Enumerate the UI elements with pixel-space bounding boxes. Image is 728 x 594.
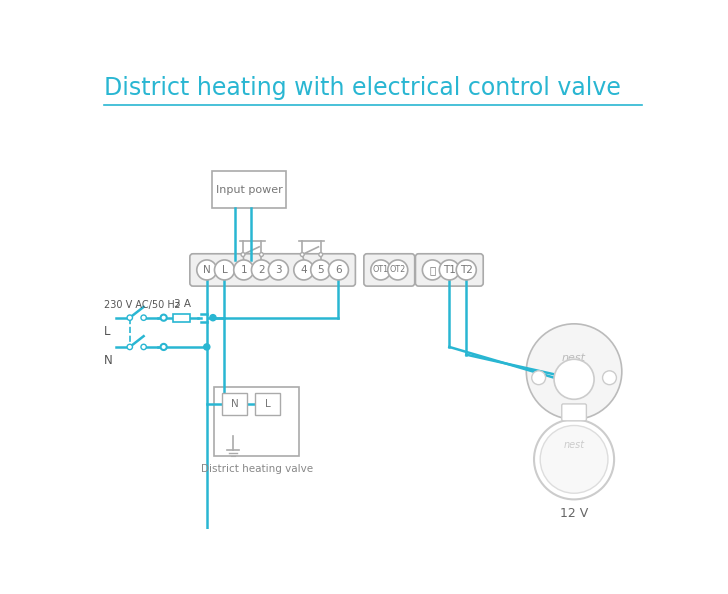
Circle shape — [531, 371, 545, 385]
Circle shape — [251, 260, 272, 280]
Circle shape — [141, 345, 146, 350]
Text: N: N — [231, 399, 238, 409]
Text: ⏚: ⏚ — [430, 265, 435, 275]
Circle shape — [234, 260, 254, 280]
FancyBboxPatch shape — [416, 254, 483, 286]
Circle shape — [371, 260, 391, 280]
Circle shape — [215, 260, 234, 280]
Text: 5: 5 — [317, 265, 324, 275]
Circle shape — [197, 260, 217, 280]
Text: OT2: OT2 — [389, 266, 406, 274]
Circle shape — [319, 252, 323, 257]
Circle shape — [204, 344, 210, 350]
Text: N: N — [203, 265, 210, 275]
Circle shape — [161, 344, 167, 350]
FancyBboxPatch shape — [215, 387, 299, 456]
Circle shape — [301, 252, 304, 257]
Text: 2: 2 — [258, 265, 265, 275]
Circle shape — [141, 315, 146, 320]
Circle shape — [422, 260, 443, 280]
Text: 4: 4 — [301, 265, 307, 275]
FancyBboxPatch shape — [212, 172, 286, 208]
Text: L: L — [265, 399, 271, 409]
Circle shape — [534, 419, 614, 500]
Circle shape — [554, 359, 594, 399]
Circle shape — [127, 345, 132, 350]
Circle shape — [311, 260, 331, 280]
FancyBboxPatch shape — [190, 254, 355, 286]
Circle shape — [540, 425, 608, 493]
Circle shape — [161, 315, 167, 321]
Text: OT1: OT1 — [373, 266, 389, 274]
Text: 3 A: 3 A — [174, 299, 191, 309]
FancyBboxPatch shape — [222, 393, 247, 415]
FancyBboxPatch shape — [364, 254, 415, 286]
Text: District heating valve: District heating valve — [201, 464, 313, 474]
Circle shape — [328, 260, 349, 280]
Text: L: L — [104, 325, 111, 338]
Circle shape — [259, 252, 264, 257]
Circle shape — [241, 252, 245, 257]
Text: N: N — [104, 354, 113, 367]
Circle shape — [294, 260, 314, 280]
FancyBboxPatch shape — [256, 393, 280, 415]
Text: 3: 3 — [275, 265, 282, 275]
Text: nest: nest — [563, 441, 585, 450]
Text: District heating with electrical control valve: District heating with electrical control… — [104, 76, 621, 100]
Circle shape — [388, 260, 408, 280]
Text: T2: T2 — [460, 265, 472, 275]
Circle shape — [210, 315, 216, 321]
Text: nest: nest — [562, 353, 586, 363]
FancyBboxPatch shape — [173, 314, 190, 321]
Text: 6: 6 — [335, 265, 341, 275]
Circle shape — [127, 315, 132, 320]
FancyBboxPatch shape — [562, 404, 586, 421]
Text: Input power: Input power — [215, 185, 282, 195]
Text: 1: 1 — [240, 265, 247, 275]
Circle shape — [456, 260, 476, 280]
Circle shape — [526, 324, 622, 419]
Circle shape — [439, 260, 459, 280]
Circle shape — [603, 371, 617, 385]
Text: 230 V AC/50 Hz: 230 V AC/50 Hz — [104, 299, 180, 309]
Text: 12 V: 12 V — [560, 507, 588, 520]
Text: L: L — [221, 265, 227, 275]
Circle shape — [269, 260, 288, 280]
Text: T1: T1 — [443, 265, 456, 275]
